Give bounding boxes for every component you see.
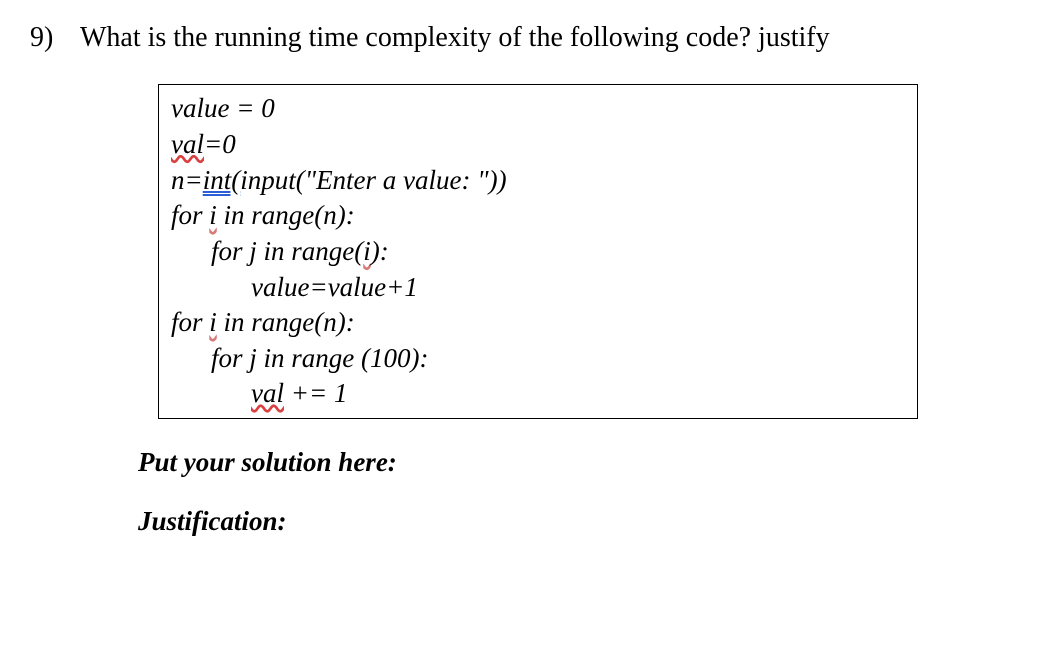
code-token: ):	[371, 236, 389, 266]
code-token-int: int(	[203, 165, 241, 195]
code-token-val: val	[251, 378, 284, 408]
page: 9) What is the running time complexity o…	[0, 0, 1052, 662]
code-box: value = 0 val=0 n=int(input("Enter a val…	[158, 84, 918, 419]
code-token-val: val	[171, 129, 204, 159]
code-token-i: i	[209, 307, 217, 337]
code-token: =0	[204, 129, 236, 159]
code-line-2: val=0	[171, 127, 905, 163]
code-line-5: for j in range(i):	[171, 234, 905, 270]
code-token: in range(n):	[217, 200, 355, 230]
question-number: 9)	[30, 20, 80, 56]
code-token-i: i	[209, 200, 217, 230]
code-token: += 1	[284, 378, 347, 408]
code-line-4: for i in range(n):	[171, 198, 905, 234]
code-line-9: val += 1	[171, 376, 905, 412]
code-line-3: n=int(input("Enter a value: "))	[171, 163, 905, 199]
code-line-8: for j in range (100):	[171, 341, 905, 377]
justification-prompt: Justification:	[138, 506, 1032, 537]
solution-prompt: Put your solution here:	[138, 447, 1032, 478]
code-line-6: value=value+1	[171, 270, 905, 306]
code-token: in range(n):	[217, 307, 355, 337]
question-text: What is the running time complexity of t…	[80, 20, 1032, 56]
code-token: input("Enter a value: "))	[240, 165, 506, 195]
code-line-1: value = 0	[171, 91, 905, 127]
code-token: for j in range(	[211, 236, 363, 266]
code-token: for	[171, 307, 209, 337]
code-token-i: i	[363, 236, 371, 266]
code-token: for	[171, 200, 209, 230]
code-line-7: for i in range(n):	[171, 305, 905, 341]
question-row: 9) What is the running time complexity o…	[30, 20, 1032, 56]
code-token: n=	[171, 165, 203, 195]
